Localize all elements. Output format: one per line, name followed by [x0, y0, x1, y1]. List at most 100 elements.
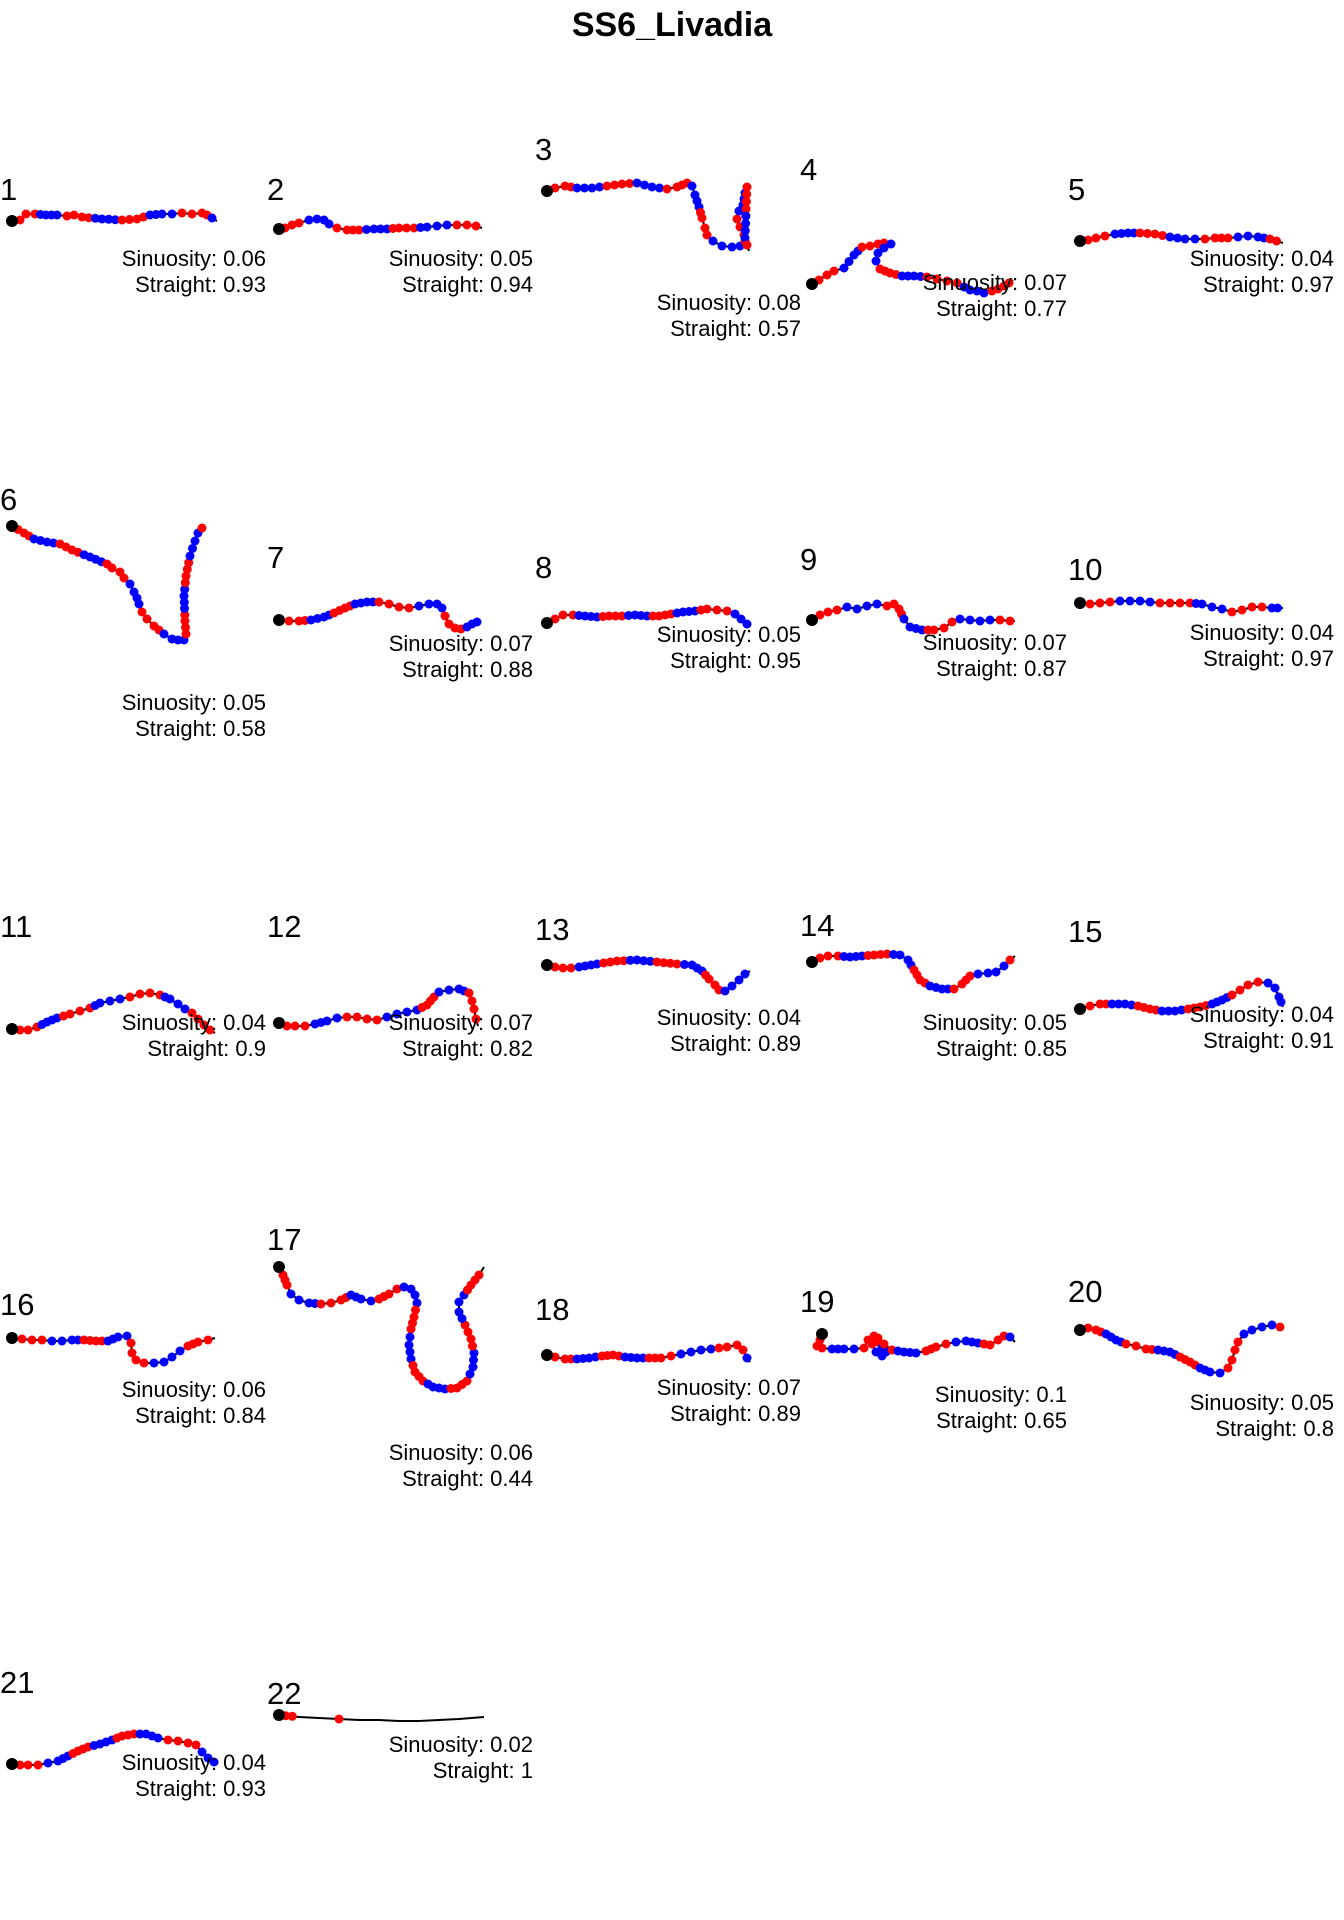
panel-number: 10 [1068, 552, 1102, 587]
panel-number: 22 [267, 1676, 301, 1711]
start-point [1074, 1003, 1086, 1015]
track-point [474, 1270, 484, 1280]
track-point [1243, 231, 1253, 241]
track-point [65, 1009, 75, 1019]
sinuosity-label: Sinuosity: 0.06 [122, 246, 266, 271]
track-point [1210, 233, 1220, 243]
track-point [1217, 233, 1226, 243]
track-point [865, 241, 875, 251]
track-point [587, 183, 597, 193]
track-point [404, 603, 414, 613]
track-point [740, 969, 750, 979]
track-point [595, 182, 604, 192]
track-point [708, 236, 718, 246]
track-point [294, 1295, 304, 1305]
track-point [955, 614, 965, 624]
track-point [209, 1757, 219, 1767]
track-point [742, 182, 752, 192]
track-point [119, 573, 129, 583]
track-point [21, 209, 31, 219]
track-point [180, 584, 190, 594]
track-point [193, 1014, 203, 1024]
track-point [145, 988, 155, 998]
track-point [332, 1013, 342, 1023]
start-point [541, 1349, 553, 1361]
straightness-label: Straight: 0.84 [135, 1403, 266, 1428]
track-point [125, 579, 135, 589]
track-point [452, 220, 462, 230]
track-point [184, 558, 194, 568]
track-point [602, 181, 612, 191]
track-point [702, 604, 712, 614]
track-point [911, 1348, 921, 1358]
track-point [1197, 599, 1207, 609]
track-point [999, 961, 1009, 971]
panel-number: 2 [267, 172, 284, 207]
track-point [1235, 985, 1245, 995]
track-point [27, 1335, 37, 1345]
panel-number: 21 [0, 1665, 34, 1700]
track-point [468, 1341, 477, 1351]
track-point [334, 1714, 344, 1724]
start-point [6, 1758, 18, 1770]
track-point [696, 1345, 706, 1355]
track-point [742, 1353, 752, 1363]
track-point [952, 278, 962, 288]
track-point [207, 213, 217, 223]
track-point [199, 1020, 209, 1030]
sinuosity-label: Sinuosity: 0.06 [389, 1440, 533, 1465]
track-point [17, 1334, 27, 1344]
track-point [605, 957, 615, 967]
track-point [104, 214, 114, 224]
track-point [1272, 236, 1281, 246]
track-point [645, 956, 655, 966]
track-point [411, 1305, 420, 1315]
track-point [676, 1349, 686, 1359]
track-point [399, 1282, 409, 1292]
track-point [741, 197, 751, 207]
track-point [1190, 234, 1200, 244]
track-point [652, 957, 662, 967]
track-point [550, 614, 560, 624]
track-point [157, 209, 167, 219]
track-point [437, 603, 447, 613]
track-point [1107, 999, 1117, 1009]
track-point [43, 1758, 53, 1768]
straightness-label: Straight: 0.9 [147, 1036, 266, 1061]
track-point [180, 1004, 190, 1014]
sinuosity-label: Sinuosity: 0.04 [122, 1750, 266, 1775]
track-point [149, 1358, 159, 1368]
track-point [662, 184, 672, 194]
track-point [857, 242, 867, 252]
track-point [463, 1327, 473, 1337]
track-line [278, 1266, 485, 1391]
track-point [352, 1012, 362, 1022]
track-point [839, 263, 849, 273]
track-point [290, 1021, 300, 1031]
track-point [122, 1331, 132, 1341]
track-point [617, 179, 627, 189]
track-point [193, 1337, 203, 1347]
track-point [941, 1339, 951, 1349]
panel-number: 3 [535, 132, 552, 167]
track-point [1239, 1329, 1249, 1339]
track-point [655, 183, 664, 193]
track-point [1145, 597, 1155, 607]
track-point [815, 953, 825, 963]
straightness-label: Straight: 0.97 [1203, 646, 1334, 671]
track-point [134, 599, 144, 609]
sinuosity-label: Sinuosity: 0.04 [1190, 246, 1334, 271]
straightness-label: Straight: 0.89 [670, 1031, 801, 1056]
track-point [741, 204, 751, 214]
straightness-label: Straight: 0.85 [936, 1036, 1067, 1061]
